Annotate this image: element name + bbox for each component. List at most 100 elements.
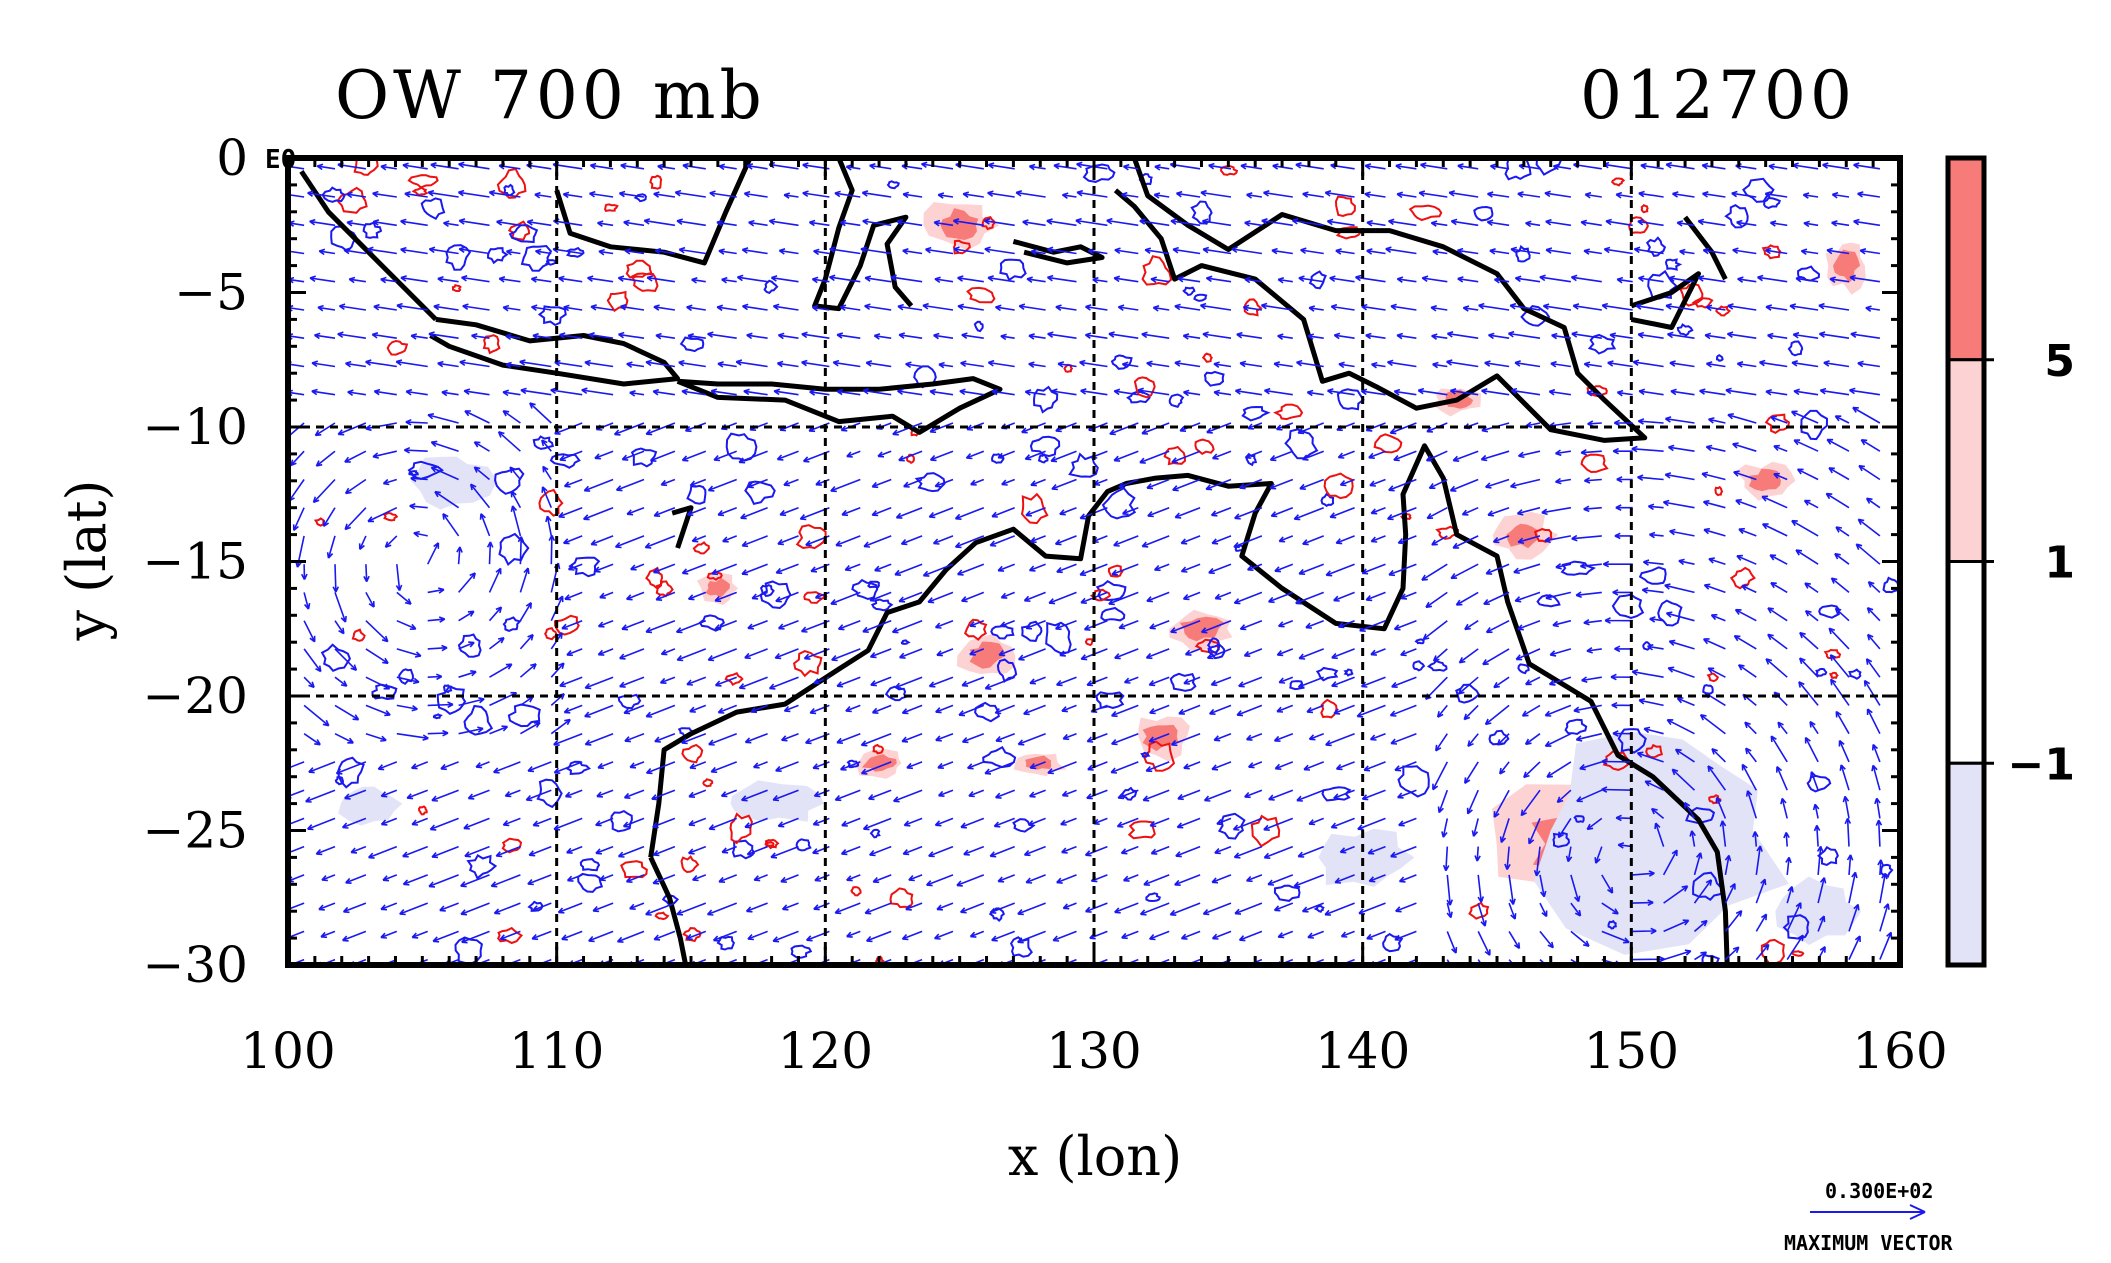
wind-vector: [464, 410, 490, 424]
ow-contour: [1455, 683, 1481, 704]
wind-vector: [1029, 761, 1046, 770]
wind-vector: [1297, 676, 1324, 689]
ow-contour: [681, 743, 704, 764]
wind-vector: [869, 163, 892, 170]
wind-vector: [1520, 789, 1541, 817]
wind-vector: [519, 696, 534, 707]
wind-vector: [382, 478, 398, 486]
wind-vector: [1702, 191, 1726, 198]
wind-vector: [862, 387, 892, 396]
wind-vector: [1637, 331, 1664, 339]
wind-vector: [652, 563, 676, 574]
wind-vector: [1239, 360, 1263, 368]
wind-vector: [403, 446, 428, 454]
wind-vector: [1867, 581, 1881, 593]
wind-vector: [934, 930, 954, 940]
wind-vector: [1400, 648, 1417, 657]
ow-contour: [889, 887, 914, 909]
wind-vector: [1146, 591, 1170, 603]
wind-vector: [1085, 304, 1108, 311]
wind-vector: [1761, 495, 1788, 509]
wind-vector: [559, 676, 583, 688]
wind-vector: [623, 789, 645, 799]
wind-vector: [965, 450, 985, 460]
wind-vector: [1298, 648, 1324, 660]
wind-vector: [1544, 732, 1572, 747]
wind-vector: [1205, 275, 1232, 283]
wind-vector: [1768, 163, 1788, 171]
wind-vector: [1023, 704, 1046, 716]
ow-contour: [1764, 413, 1790, 434]
wind-vector: [1449, 388, 1479, 396]
wind-vector: [989, 902, 1015, 914]
wind-vector: [550, 662, 565, 678]
wind-vector: [874, 563, 892, 572]
wind-vector: [898, 450, 923, 462]
wind-vector: [1360, 388, 1386, 396]
wind-vector: [1391, 676, 1417, 688]
wind-vector: [960, 360, 984, 368]
wind-vector: [1829, 654, 1850, 678]
ow-contour: [1817, 845, 1839, 866]
wind-vector: [984, 246, 1015, 255]
wind-vector: [676, 902, 707, 916]
wind-vector: [655, 591, 676, 601]
wind-vector: [473, 466, 491, 481]
ow-contour: [1201, 352, 1213, 363]
ow-negative-region: [1775, 876, 1862, 945]
wind-vector: [1446, 902, 1453, 919]
wind-vector: [432, 930, 459, 943]
ow-contour: [1587, 333, 1617, 355]
y-tick-label: 0: [216, 129, 248, 187]
wind-vector: [1022, 219, 1046, 227]
wind-vector: [738, 676, 768, 690]
wind-vector: [1575, 732, 1602, 742]
ow-contour: [617, 693, 642, 710]
wind-vector: [564, 591, 583, 601]
wind-vector: [504, 789, 521, 798]
wind-vector: [746, 332, 768, 340]
wind-vector: [1175, 190, 1201, 198]
ow-contour: [759, 583, 775, 597]
wind-vector: [1683, 801, 1696, 819]
wind-vector: [1442, 846, 1450, 872]
ow-contour: [966, 286, 996, 304]
wind-vector: [1452, 535, 1479, 549]
wind-vector: [834, 902, 861, 915]
ow-contour: [1678, 282, 1704, 307]
wind-vector: [1605, 218, 1633, 227]
wind-vector: [1139, 902, 1170, 916]
ow-contour: [1163, 445, 1187, 466]
wind-vector: [1051, 388, 1077, 396]
wind-vector: [780, 874, 799, 883]
ow-contour: [1640, 204, 1649, 214]
wind-vector: [1846, 854, 1854, 875]
wind-vector: [653, 930, 676, 941]
wind-vector: [525, 789, 552, 802]
wind-vector: [1810, 771, 1819, 791]
wind-vector: [1525, 676, 1541, 686]
wind-vector: [372, 450, 397, 459]
wind-vector: [936, 902, 954, 911]
wind-vector: [801, 359, 830, 368]
wind-vector: [1113, 535, 1139, 547]
wind-vector: [1489, 248, 1510, 255]
wind-vector: [1798, 657, 1819, 678]
wind-vector: [1278, 619, 1294, 628]
wind-vector: [1435, 733, 1448, 752]
wind-vector: [772, 789, 799, 802]
wind-vector: [1047, 761, 1077, 775]
wind-vector: [629, 902, 645, 910]
wind-vector: [365, 676, 391, 690]
wind-vector: [1800, 248, 1819, 256]
wind-vector: [363, 564, 370, 583]
wind-vector: [860, 761, 892, 775]
wind-vector: [1236, 331, 1263, 339]
wind-vector: [1028, 361, 1046, 368]
wind-vector: [1733, 635, 1757, 650]
wind-vector: [1551, 332, 1572, 340]
wind-vector: [1699, 714, 1726, 735]
wind-vector: [430, 440, 459, 452]
wind-vector: [998, 648, 1015, 657]
wind-vector: [1584, 191, 1602, 199]
